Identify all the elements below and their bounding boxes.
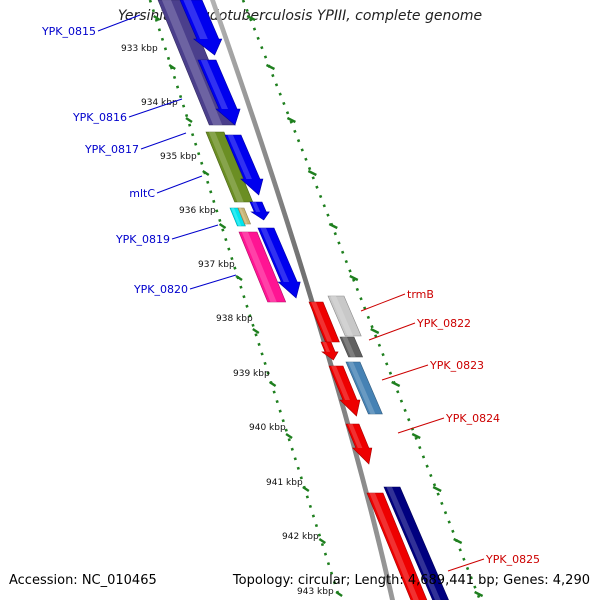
gene-ypk-0822[interactable] [308, 301, 340, 343]
gene-label-ypk-0825[interactable]: YPK_0825 [485, 553, 540, 566]
gene-ypk-0815-b[interactable] [179, 0, 223, 56]
ruler-tick-label: 938 kbp [216, 314, 253, 324]
gene-label-ypk-0823[interactable]: YPK_0823 [429, 359, 484, 372]
gene-ypk-0819[interactable] [229, 207, 246, 227]
ruler-major-tick [318, 538, 326, 544]
gene-trmb-b[interactable] [339, 336, 364, 358]
ruler-major-tick [252, 328, 260, 334]
gene-ypk-0816[interactable] [197, 59, 241, 126]
ruler-tick-label: 942 kbp [282, 532, 319, 542]
gene-ypk-0825[interactable] [383, 486, 449, 600]
ruler-major-tick [246, 14, 256, 22]
ruler-major-tick [265, 63, 276, 71]
gene-ypk-0823[interactable] [345, 361, 383, 415]
gene-label-ypk-0817[interactable]: YPK_0817 [84, 143, 139, 156]
ruler-tick-label: 937 kbp [198, 260, 235, 270]
gene-label-ypk-0820[interactable]: YPK_0820 [133, 283, 188, 296]
ruler-tick-label: 936 kbp [179, 206, 216, 216]
leader-line [140, 132, 187, 150]
ruler-tick-label: 940 kbp [249, 423, 286, 433]
ruler-major-tick [202, 170, 210, 176]
ruler-tick-label: 941 kbp [266, 478, 303, 488]
leader-line [97, 14, 141, 32]
gene-label-ypk-0822[interactable]: YPK_0822 [416, 317, 471, 330]
ruler-major-tick [474, 590, 484, 598]
gene-ypk-0820-b[interactable] [257, 227, 301, 299]
ruler-major-tick [453, 537, 463, 545]
gene-label-ypk-0824[interactable]: YPK_0824 [445, 412, 500, 425]
ruler-major-tick [370, 327, 380, 335]
gene-ypk-0820[interactable] [238, 231, 287, 303]
ruler-major-tick [153, 15, 161, 21]
gene-label-trmb[interactable]: trmB [407, 288, 434, 301]
ruler-major-tick [285, 433, 293, 439]
ruler-tick-label: 933 kbp [121, 44, 158, 54]
gene-label-mltc[interactable]: mltC [129, 187, 155, 200]
gene-ypk-0825-a[interactable] [366, 492, 428, 600]
ruler-major-tick [268, 381, 277, 387]
leader-line [368, 322, 416, 341]
ruler-major-tick [328, 222, 338, 230]
ruler-tick-label: 939 kbp [233, 369, 270, 379]
gene-mltc[interactable] [224, 134, 264, 196]
ruler-major-tick [411, 432, 421, 440]
genome-backbone [210, 0, 395, 600]
topology-text: Topology: circular; Length: 4,689,441 bp… [232, 573, 590, 588]
leader-line [156, 175, 203, 194]
ruler-major-tick [307, 169, 317, 177]
ruler-tick-label: 943 kbp [297, 587, 334, 597]
leader-line [171, 224, 219, 240]
ruler-major-tick [391, 380, 401, 388]
ruler-major-tick [235, 275, 243, 281]
ruler-major-tick [302, 486, 310, 492]
leader-line [397, 417, 445, 434]
ruler-major-tick [335, 591, 343, 597]
ruler-major-tick [432, 485, 442, 493]
ruler-major-tick [185, 117, 193, 123]
leader-line [447, 558, 485, 572]
gene-label-ypk-0815[interactable]: YPK_0815 [41, 25, 96, 38]
gene-ypk-0824[interactable] [328, 365, 361, 417]
leader-line [381, 364, 429, 381]
gene-mltc-b[interactable] [249, 201, 270, 221]
gene-label-ypk-0819[interactable]: YPK_0819 [115, 233, 170, 246]
gene-ypk-0819-b[interactable] [237, 207, 252, 225]
gene-label-ypk-0816[interactable]: YPK_0816 [72, 111, 127, 124]
leader-line [128, 98, 183, 118]
gene-trmb[interactable] [327, 295, 362, 337]
ruler-tick-label: 935 kbp [160, 152, 197, 162]
ruler-major-tick [168, 64, 176, 70]
gene-ypk-0822-b[interactable] [320, 341, 339, 361]
ruler-major-tick [349, 274, 359, 282]
leader-line [360, 293, 406, 312]
ruler-major-tick [286, 116, 296, 124]
accession-text: Accession: NC_010465 [9, 573, 157, 588]
ruler-tick-label: 934 kbp [141, 98, 178, 108]
leader-line [189, 274, 237, 290]
ruler-major-tick [218, 223, 227, 229]
gene-ypk-0824-b[interactable] [345, 423, 373, 465]
